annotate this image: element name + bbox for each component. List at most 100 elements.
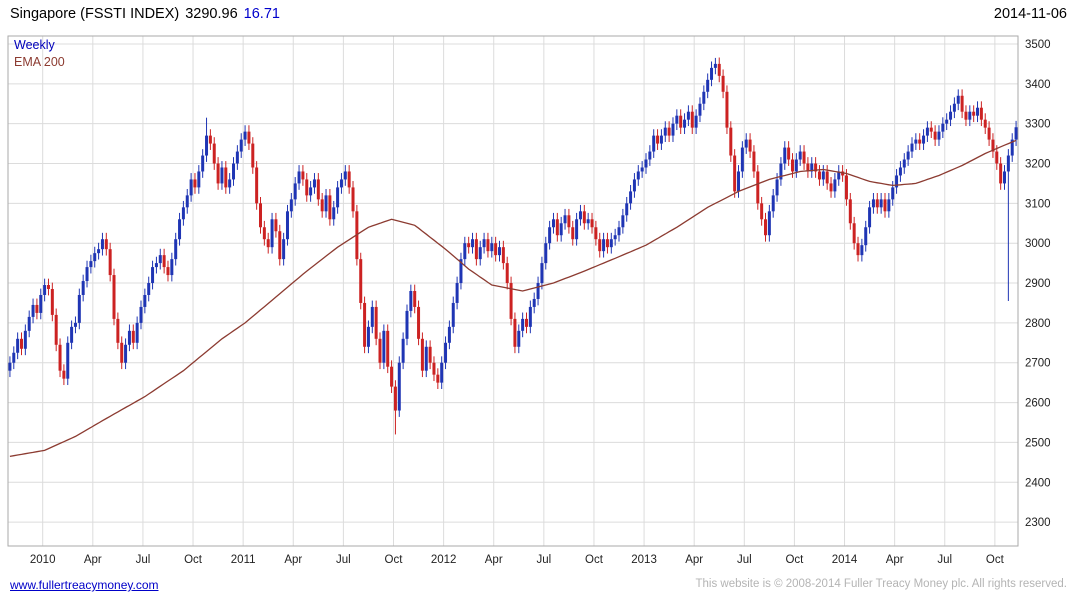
- candle-body: [752, 151, 756, 172]
- candle-body: [756, 171, 760, 204]
- candle-body: [771, 195, 775, 212]
- candle-body: [879, 199, 883, 208]
- chart-date: 2014-11-06: [993, 6, 1067, 22]
- candle-body: [390, 366, 394, 387]
- candle-body: [482, 239, 486, 248]
- candle-body: [397, 362, 401, 411]
- candle-body: [683, 119, 687, 128]
- candle-body: [640, 167, 644, 172]
- candle-body: [328, 195, 332, 220]
- y-axis-label: 3500: [1025, 39, 1051, 51]
- copyright-text: This website is © 2008-2014 Fuller Treac…: [695, 578, 1067, 590]
- candle-body: [147, 283, 151, 295]
- candle-body: [524, 318, 528, 327]
- candle-body: [293, 183, 297, 200]
- candle-body: [216, 163, 220, 184]
- y-axis-label: 2500: [1025, 437, 1051, 449]
- candle-body: [914, 139, 918, 144]
- candle-body: [8, 362, 12, 371]
- candle-body: [467, 243, 471, 248]
- candle-body: [50, 289, 54, 315]
- chart-title: Singapore (FSSTI INDEX): [10, 6, 180, 22]
- candle-body: [378, 338, 382, 363]
- candle-body: [382, 330, 386, 363]
- website-link[interactable]: www.fullertreacymoney.com: [10, 578, 159, 592]
- candle-body: [783, 147, 787, 164]
- candle-body: [829, 183, 833, 192]
- candle-body: [871, 199, 875, 208]
- candle-body: [551, 219, 555, 228]
- candle-body: [710, 67, 714, 80]
- y-axis-label: 3300: [1025, 119, 1051, 131]
- candle-body: [532, 298, 536, 307]
- candle-body: [339, 179, 343, 188]
- candle-body: [239, 139, 243, 152]
- candle-body: [432, 362, 436, 375]
- x-axis-label: Jul: [536, 554, 551, 566]
- candle-body: [282, 239, 286, 260]
- candle-body: [790, 159, 794, 172]
- x-axis-label: 2011: [231, 554, 256, 566]
- x-axis-label: Oct: [585, 554, 604, 566]
- candle-body: [632, 179, 636, 192]
- candle-body: [19, 338, 23, 349]
- candle-body: [259, 203, 262, 228]
- candle-body: [667, 127, 671, 136]
- candle-body: [266, 239, 270, 248]
- price-change: 16.71: [243, 6, 280, 22]
- candle-body: [405, 310, 409, 339]
- candle-body: [918, 139, 922, 144]
- candle-body: [540, 263, 544, 284]
- candle-body: [725, 91, 729, 128]
- candle-body: [77, 294, 81, 323]
- candle-body: [162, 255, 166, 268]
- candle-body: [363, 302, 367, 347]
- candle-body: [393, 386, 397, 411]
- candle-body: [999, 163, 1003, 184]
- candle-body: [428, 346, 432, 363]
- candle-body: [212, 143, 216, 164]
- candle-body: [902, 159, 906, 168]
- candle-body: [844, 175, 848, 200]
- candle-body: [976, 107, 980, 116]
- candle-body: [232, 163, 236, 180]
- y-axis-label: 3100: [1025, 198, 1051, 210]
- candle-body: [794, 159, 798, 172]
- candle-body: [764, 219, 767, 236]
- candle-body: [324, 195, 328, 212]
- candle-body: [833, 179, 837, 192]
- candle-body: [590, 219, 594, 228]
- candle-body: [309, 187, 313, 196]
- candle-body: [887, 199, 891, 212]
- candle-body: [193, 179, 197, 188]
- candle-body: [933, 131, 937, 140]
- candle-body: [609, 239, 613, 248]
- candle-body: [848, 199, 852, 224]
- candle-body: [447, 326, 451, 343]
- candle-body: [798, 151, 802, 160]
- candle-body: [27, 316, 31, 331]
- candle-body: [694, 115, 698, 128]
- candle-body: [968, 111, 972, 120]
- candle-body: [16, 338, 20, 353]
- candle-body: [656, 135, 660, 144]
- candle-body: [197, 171, 201, 188]
- price-chart[interactable]: 2300 2400 2500 2600 2700 2800 2900 3000 3100 3200…: [0, 30, 1075, 575]
- chart-legend: Weekly EMA 200: [14, 37, 65, 71]
- candle-body: [679, 115, 683, 128]
- candle-body: [605, 239, 609, 248]
- candle-body: [455, 283, 459, 303]
- candle-body: [12, 352, 16, 363]
- candle-body: [247, 131, 251, 144]
- candle-body: [536, 283, 540, 299]
- candle-body: [73, 322, 77, 327]
- candle-body: [852, 223, 856, 244]
- candle-body: [46, 285, 50, 290]
- candle-body: [814, 163, 818, 172]
- candle-body: [617, 227, 621, 236]
- candle-body: [151, 267, 155, 284]
- candle-body: [104, 239, 108, 250]
- candle-body: [644, 159, 648, 168]
- chart-header: Singapore (FSSTI INDEX) 3290.96 16.71 2014…: [10, 6, 1067, 22]
- y-axis-label: 2600: [1025, 398, 1051, 410]
